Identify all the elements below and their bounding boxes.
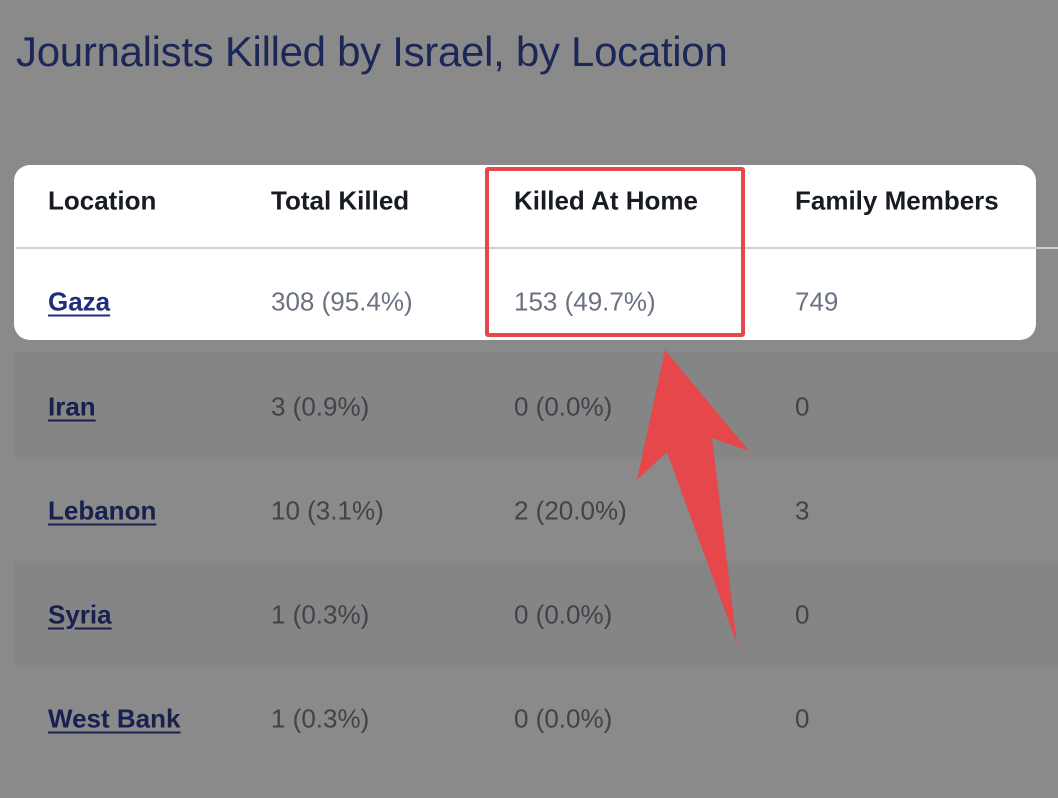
total-killed: 10 (3.1%) — [271, 495, 384, 526]
killed-at-home: 153 (49.7%) — [514, 286, 656, 317]
location-link-gaza[interactable]: Gaza — [48, 286, 111, 317]
row-stripe — [14, 352, 1058, 457]
family-members: 0 — [795, 599, 810, 630]
total-killed: 3 (0.9%) — [271, 391, 370, 422]
header-family-members[interactable]: Family Members — [795, 185, 999, 216]
header-divider — [16, 247, 1058, 249]
killed-at-home: 0 (0.0%) — [514, 703, 613, 734]
family-members: 0 — [795, 391, 810, 422]
header-total-killed[interactable]: Total Killed — [271, 185, 410, 216]
page-title: Journalists Killed by Israel, by Locatio… — [16, 28, 728, 75]
highlight-box — [485, 167, 745, 337]
total-killed: 1 (0.3%) — [271, 703, 370, 734]
family-members: 0 — [795, 703, 810, 734]
location-link-lebanon[interactable]: Lebanon — [48, 495, 157, 526]
location-link-syria[interactable]: Syria — [48, 599, 112, 630]
killed-at-home: 0 (0.0%) — [514, 391, 613, 422]
total-killed: 1 (0.3%) — [271, 599, 370, 630]
location-link-west-bank[interactable]: West Bank — [48, 703, 181, 734]
highlighted-table-card — [14, 165, 1036, 340]
header-killed-at-home[interactable]: Killed At Home — [514, 185, 698, 216]
killed-at-home: 2 (20.0%) — [514, 495, 627, 526]
killed-at-home: 0 (0.0%) — [514, 599, 613, 630]
family-members: 3 — [795, 495, 810, 526]
row-stripe — [14, 561, 1058, 665]
total-killed: 308 (95.4%) — [271, 286, 413, 317]
arrow-shape — [637, 350, 749, 644]
location-link-iran[interactable]: Iran — [48, 391, 96, 422]
header-location[interactable]: Location — [48, 185, 157, 216]
family-members: 749 — [795, 286, 839, 317]
